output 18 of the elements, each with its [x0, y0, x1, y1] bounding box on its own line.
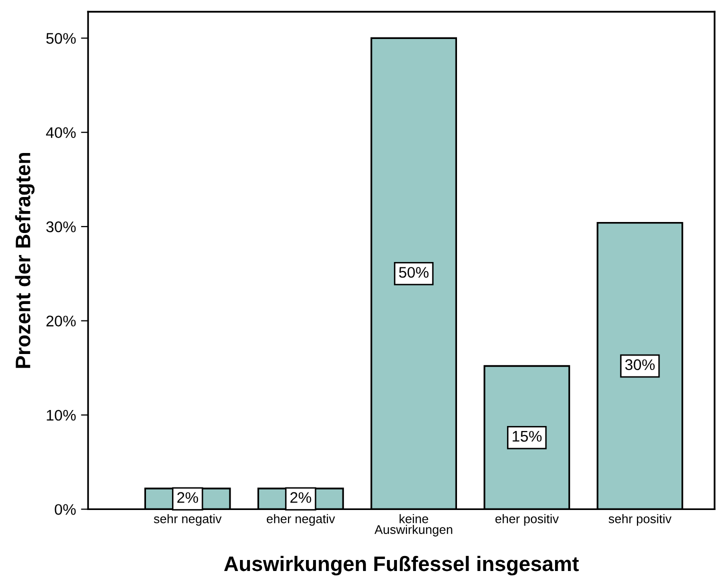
- y-tick-label: 0%: [54, 504, 76, 515]
- data-label: 2%: [177, 492, 198, 503]
- y-tick-label: 20%: [46, 316, 76, 326]
- x-tick-label: eher negativ: [266, 514, 336, 526]
- x-tick-label: keine Auswirkungen: [374, 514, 452, 536]
- data-label: 2%: [290, 492, 312, 503]
- y-axis-title: Prozent der Befragten: [15, 152, 35, 368]
- x-tick-label: sehr positiv: [608, 514, 672, 526]
- y-tick-label: 50%: [46, 33, 76, 44]
- x-tick-label: eher positiv: [495, 514, 559, 526]
- data-label: 50%: [399, 266, 429, 278]
- data-label: 30%: [625, 359, 655, 370]
- x-axis-title: Auswirkungen Fußfessel insgesamt: [224, 556, 579, 576]
- data-label: 15%: [512, 430, 542, 442]
- y-tick-label: 40%: [46, 127, 76, 138]
- y-tick-label: 10%: [46, 410, 76, 421]
- y-tick-label: 30%: [46, 221, 76, 232]
- x-tick-label: sehr negativ: [154, 514, 222, 526]
